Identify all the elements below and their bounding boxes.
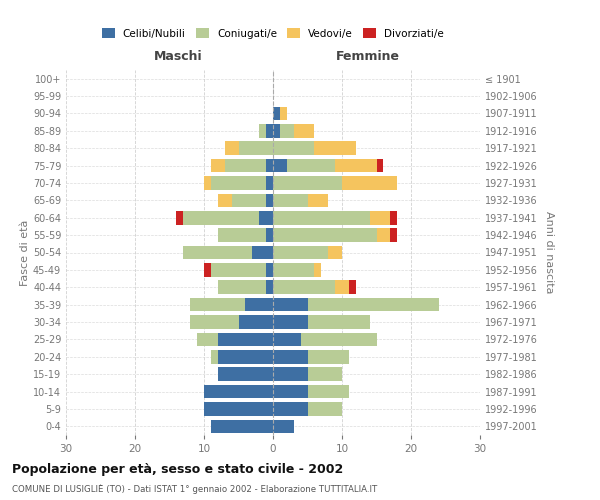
Text: COMUNE DI LUSIGLIÈ (TO) - Dati ISTAT 1° gennaio 2002 - Elaborazione TUTTITALIA.: COMUNE DI LUSIGLIÈ (TO) - Dati ISTAT 1°… — [12, 485, 377, 494]
Bar — [211, 420, 273, 433]
Bar — [190, 315, 239, 329]
Bar — [239, 315, 273, 329]
Bar — [266, 228, 273, 242]
Bar — [239, 142, 273, 155]
Bar — [218, 228, 266, 242]
Bar — [273, 159, 287, 172]
Bar — [280, 106, 287, 120]
Y-axis label: Anni di nascita: Anni di nascita — [544, 211, 554, 294]
Legend: Celibi/Nubili, Coniugati/e, Vedovi/e, Divorziati/e: Celibi/Nubili, Coniugati/e, Vedovi/e, Di… — [98, 24, 448, 42]
Bar — [245, 298, 273, 312]
Bar — [184, 246, 253, 260]
Bar — [273, 368, 308, 381]
Bar — [204, 263, 211, 276]
Bar — [273, 298, 308, 312]
Bar — [273, 194, 308, 207]
Bar — [377, 228, 391, 242]
Bar — [218, 194, 232, 207]
Bar — [211, 176, 266, 190]
Bar — [273, 402, 308, 415]
Bar — [273, 211, 370, 224]
Bar — [266, 194, 273, 207]
Bar — [301, 332, 377, 346]
Bar — [266, 263, 273, 276]
Bar — [342, 176, 397, 190]
Bar — [224, 142, 239, 155]
Bar — [204, 176, 211, 190]
Bar — [349, 280, 356, 294]
Bar — [328, 246, 342, 260]
Bar — [377, 159, 383, 172]
Bar — [218, 332, 273, 346]
Bar — [280, 124, 294, 138]
Bar — [211, 350, 218, 364]
Bar — [308, 385, 349, 398]
Bar — [391, 211, 397, 224]
Bar — [273, 420, 294, 433]
Bar — [266, 159, 273, 172]
Text: Femmine: Femmine — [336, 50, 400, 62]
Bar — [204, 402, 273, 415]
Bar — [273, 263, 314, 276]
Bar — [225, 159, 266, 172]
Bar — [218, 280, 266, 294]
Bar — [335, 159, 377, 172]
Bar — [273, 332, 301, 346]
Bar — [308, 315, 370, 329]
Bar — [273, 350, 308, 364]
Bar — [259, 211, 273, 224]
Bar — [308, 350, 349, 364]
Bar — [273, 106, 280, 120]
Bar — [294, 124, 314, 138]
Bar — [190, 298, 245, 312]
Text: Popolazione per età, sesso e stato civile - 2002: Popolazione per età, sesso e stato civil… — [12, 462, 343, 475]
Bar — [218, 350, 273, 364]
Bar — [314, 263, 322, 276]
Y-axis label: Fasce di età: Fasce di età — [20, 220, 30, 286]
Text: Maschi: Maschi — [154, 50, 202, 62]
Bar — [391, 228, 397, 242]
Bar — [211, 159, 224, 172]
Bar — [335, 280, 349, 294]
Bar — [308, 402, 342, 415]
Bar — [266, 176, 273, 190]
Bar — [308, 298, 439, 312]
Bar — [266, 280, 273, 294]
Bar — [218, 368, 273, 381]
Bar — [273, 280, 335, 294]
Bar — [308, 194, 328, 207]
Bar — [314, 142, 356, 155]
Bar — [253, 246, 273, 260]
Bar — [287, 159, 335, 172]
Bar — [273, 385, 308, 398]
Bar — [184, 211, 259, 224]
Bar — [273, 315, 308, 329]
Bar — [176, 211, 184, 224]
Bar — [204, 385, 273, 398]
Bar — [232, 194, 266, 207]
Bar — [273, 246, 328, 260]
Bar — [273, 228, 377, 242]
Bar — [197, 332, 218, 346]
Bar — [259, 124, 266, 138]
Bar — [370, 211, 391, 224]
Bar — [273, 142, 314, 155]
Bar — [211, 263, 266, 276]
Bar — [308, 368, 342, 381]
Bar — [273, 176, 342, 190]
Bar — [273, 124, 280, 138]
Bar — [266, 124, 273, 138]
